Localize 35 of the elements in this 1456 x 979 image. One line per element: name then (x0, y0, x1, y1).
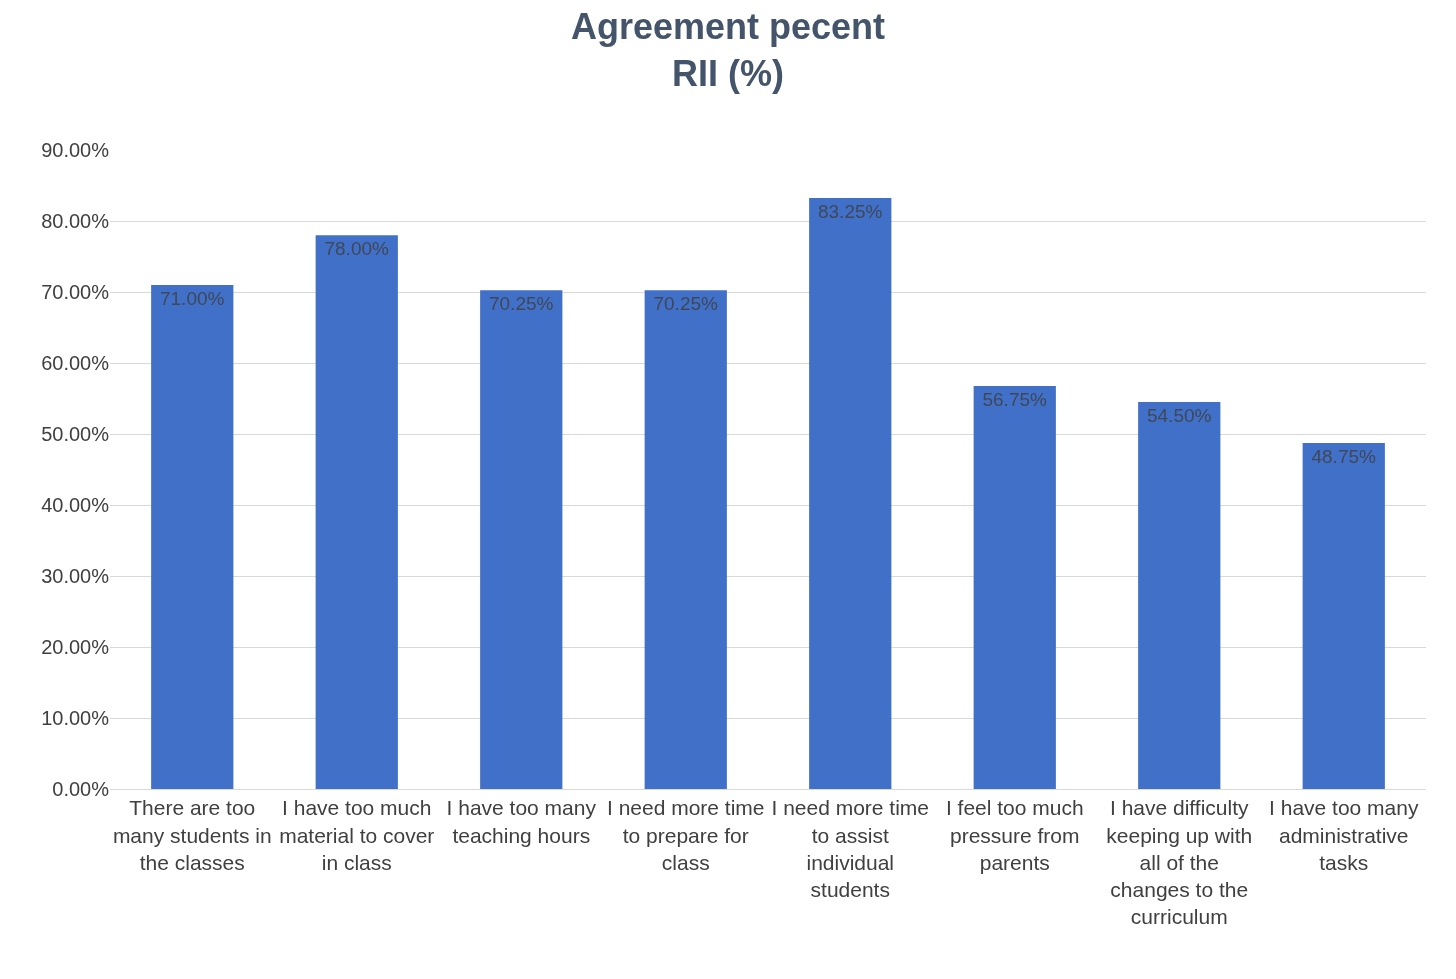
bar (644, 290, 727, 789)
bar (151, 284, 234, 789)
data-label: 71.00% (159, 287, 225, 309)
bar (1302, 442, 1385, 789)
x-tick-label: I need more time to prepare for class (606, 796, 765, 874)
y-tick-label: 70.00% (41, 281, 110, 303)
data-label: 54.50% (1146, 405, 1212, 427)
y-tick-label: 30.00% (41, 565, 110, 587)
data-label: 83.25% (817, 200, 883, 222)
bar (973, 386, 1056, 789)
chart-title: Agreement pecent RII (%) (570, 6, 886, 94)
y-tick-label: 10.00% (41, 707, 110, 729)
bar (809, 197, 892, 789)
data-label: 78.00% (324, 238, 390, 260)
x-tick-label: I have too much material to cover in class (279, 796, 435, 874)
data-label: 70.25% (488, 293, 554, 315)
x-tick-label: I need more time to assist individual students (771, 796, 930, 902)
y-tick-label: 80.00% (41, 210, 110, 232)
y-tick-label: 50.00% (41, 423, 110, 445)
x-tick-label: I feel too much pressure from parents (945, 796, 1084, 874)
x-tick-label: I have too many teaching hours (446, 796, 597, 847)
x-tick-label: There are too many students in the classes (112, 796, 272, 874)
bar (315, 235, 398, 789)
y-tick-label: 60.00% (41, 352, 110, 374)
x-tick-label: I have difficulty keeping up with all of the changes to the curriculum (1106, 796, 1253, 929)
y-tick-label: 40.00% (41, 494, 110, 516)
data-label: 56.75% (982, 389, 1048, 411)
bar (1138, 402, 1221, 789)
data-label: 48.75% (1311, 445, 1377, 467)
x-tick-label: I have too many administrative tasks (1269, 796, 1419, 874)
data-label: 70.25% (653, 293, 719, 315)
y-tick-label: 0.00% (52, 778, 110, 800)
y-tick-label: 20.00% (41, 636, 110, 658)
y-tick-label: 90.00% (41, 139, 110, 161)
bar (480, 290, 563, 789)
